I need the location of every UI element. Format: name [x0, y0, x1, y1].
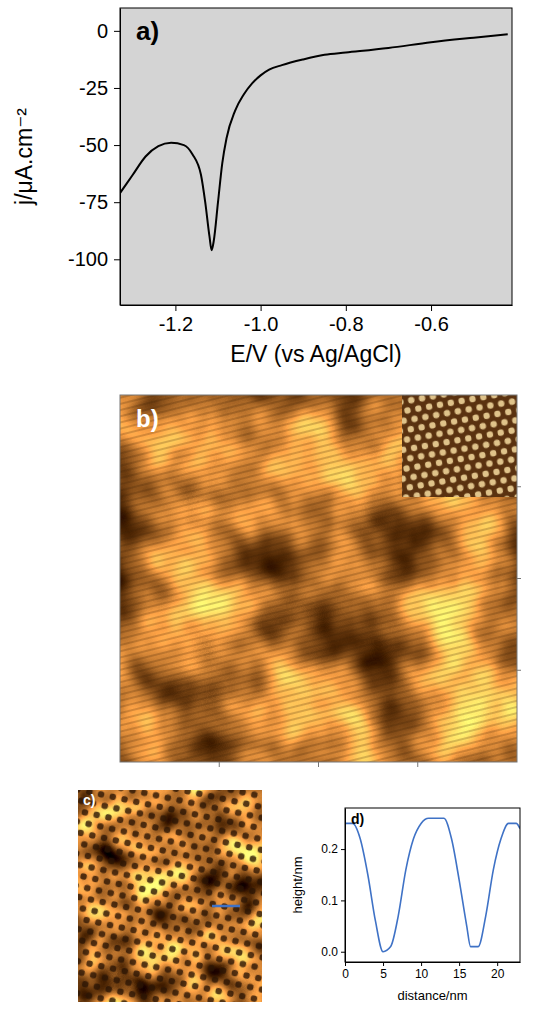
stm-image-b: b) [120, 395, 521, 767]
y-tick-mark [114, 31, 120, 32]
y-tick-label: 0.1 [321, 894, 338, 908]
frame-tick [517, 670, 521, 671]
y-tick: -25 [79, 77, 120, 99]
x-tick: -1.2 [159, 305, 193, 335]
inset-lattice [402, 395, 517, 497]
y-tick-mark [114, 145, 120, 146]
x-tick: 10 [415, 962, 429, 981]
x-tick: -0.6 [414, 305, 448, 335]
x-axis-title: distance/nm [397, 988, 467, 1003]
x-tick-label: -0.8 [329, 313, 363, 335]
x-axis-title: E/V (vs Ag/AgCl) [230, 341, 401, 367]
y-tick-label: 0.0 [321, 945, 338, 959]
x-tick-mark [261, 305, 262, 311]
x-tick: -0.8 [329, 305, 363, 335]
x-tick-label: -1.2 [159, 313, 193, 335]
image-texture [78, 790, 262, 1002]
y-tick-label: -100 [68, 248, 108, 270]
x-tick-mark [345, 962, 346, 966]
frame-tick [318, 762, 319, 767]
y-tick: 0.1 [321, 894, 345, 908]
y-tick-label: -50 [79, 134, 108, 156]
y-tick-mark [114, 202, 120, 203]
x-tick: -1.0 [244, 305, 278, 335]
line-chart: 0 5 10 15 20 0.0 0.1 0.2 d) distance/nm height/nm [290, 808, 521, 1003]
plot-background [120, 8, 512, 305]
y-tick: 0.2 [321, 842, 345, 856]
x-tick-label: 20 [491, 967, 505, 981]
x-tick: 15 [453, 962, 467, 981]
plot-area [120, 34, 508, 250]
x-tick-label: 10 [415, 967, 429, 981]
y-tick-mark [114, 88, 120, 89]
data-line [120, 34, 508, 250]
x-tick-mark [421, 962, 422, 966]
pore-lattice [78, 790, 262, 1002]
x-tick-mark [497, 962, 498, 966]
panel-label: b) [136, 405, 159, 432]
x-tick-label: 15 [453, 967, 467, 981]
data-line [345, 818, 520, 951]
inset-background [402, 395, 517, 497]
y-tick: -50 [79, 134, 120, 156]
image-frame [120, 395, 517, 762]
atomic-rows [120, 395, 517, 762]
x-tick-mark [459, 962, 460, 966]
plot-background [345, 808, 520, 962]
y-tick-mark [341, 952, 345, 953]
x-tick: 0 [342, 962, 349, 981]
x-tick-mark [346, 305, 347, 311]
frame-tick [517, 486, 521, 487]
y-tick: 0 [97, 20, 120, 42]
x-tick-label: 0 [342, 967, 349, 981]
y-axis: 0.0 0.1 0.2 [321, 809, 345, 963]
y-tick-label: 0 [97, 20, 108, 42]
panel-label: d) [351, 811, 364, 827]
image-texture [120, 395, 517, 762]
plot-area [345, 818, 520, 951]
stm-image-c: c) [78, 790, 262, 1002]
y-axis-title: j/μA.cm⁻² [11, 108, 37, 206]
y-tick: -75 [79, 191, 120, 213]
y-tick-label: -25 [79, 77, 108, 99]
x-tick: 5 [380, 962, 387, 981]
x-tick-mark [383, 962, 384, 966]
frame-tick [417, 762, 418, 767]
x-tick-label: -0.6 [414, 313, 448, 335]
y-axis-title: height/nm [290, 856, 305, 913]
x-axis: 0 5 10 15 20 [342, 962, 520, 981]
plot-frame [120, 8, 512, 305]
y-tick-mark [341, 849, 345, 850]
x-tick-mark [431, 305, 432, 311]
x-tick-label: 5 [380, 967, 387, 981]
y-tick-mark [114, 259, 120, 260]
x-tick-label: -1.0 [244, 313, 278, 335]
y-tick-label: -75 [79, 191, 108, 213]
line-chart: -1.2 -1.0 -0.8 -0.6 0 -25 -50 -75 -100 a) E/V (vs … [11, 8, 513, 367]
y-tick-label: 0.2 [321, 842, 338, 856]
panel-label: c) [83, 792, 95, 808]
plot-frame [345, 808, 520, 962]
x-axis: -1.2 -1.0 -0.8 -0.6 [121, 305, 513, 335]
frame-tick [517, 578, 521, 579]
x-tick: 20 [491, 962, 505, 981]
profile-line [212, 905, 240, 908]
frame-tick [219, 762, 220, 767]
y-tick-mark [341, 900, 345, 901]
y-tick: 0.0 [321, 945, 345, 959]
y-axis: 0 -25 -50 -75 -100 [68, 9, 121, 306]
x-tick-mark [175, 305, 176, 311]
figure: -1.2 -1.0 -0.8 -0.6 0 -25 -50 -75 -100 a) E/V (vs … [0, 0, 538, 1010]
y-tick: -100 [68, 248, 120, 270]
panel-label: a) [136, 16, 159, 46]
